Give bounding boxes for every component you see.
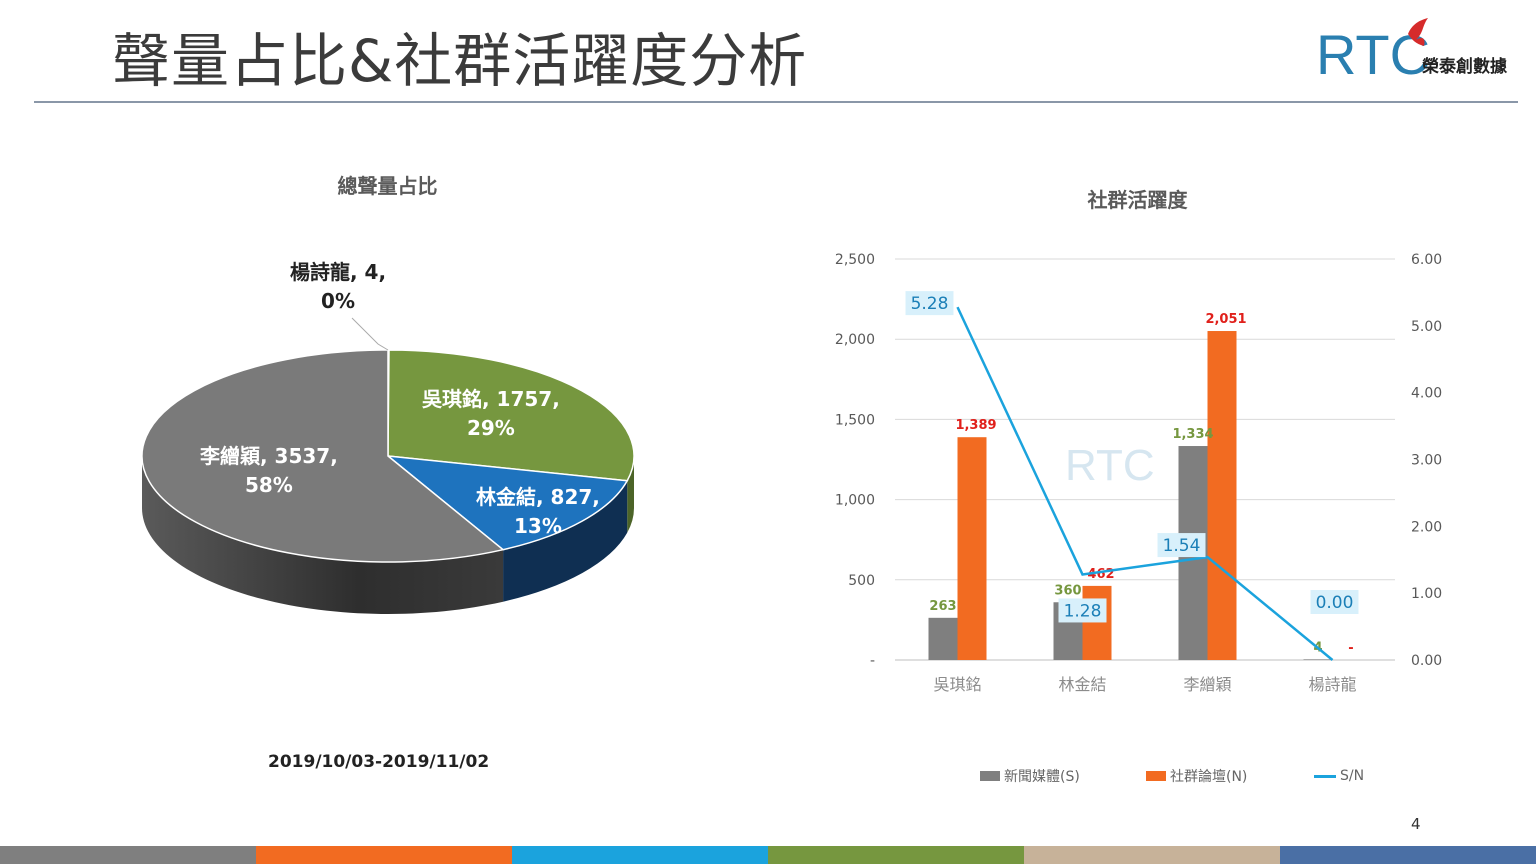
flame-icon <box>1408 18 1428 46</box>
x-tick-label: 林金結 <box>1058 675 1106 694</box>
pie-slice-李繒穎 <box>141 349 505 563</box>
pie-slice-林金結 <box>385 454 629 551</box>
bar-s-吳琪銘 <box>928 617 958 660</box>
page-number: 4 <box>1411 815 1421 833</box>
pie-label-lin: 林金結, 827, 13% <box>476 485 600 538</box>
x-tick-label: 李繒穎 <box>1183 675 1231 694</box>
y-right-tick: 3.00 <box>1411 453 1442 469</box>
pie-side-wall <box>627 456 634 533</box>
data-label-n: 2,051 <box>1205 312 1246 327</box>
y-right-tick: 0.00 <box>1411 653 1442 669</box>
legend-swatch-sn <box>1314 774 1336 778</box>
footer-segment <box>768 846 1024 864</box>
bar-n-李繒穎 <box>1207 331 1237 660</box>
sn-line <box>956 306 1334 661</box>
pie-side-wall <box>503 480 628 602</box>
y-left-tick: 1,500 <box>835 412 875 428</box>
legend-item-s: 新聞媒體(S) <box>980 766 1080 786</box>
data-label-n: - <box>1348 641 1353 656</box>
y-left-tick: 2,500 <box>835 252 875 268</box>
legend-item-sn: S/N <box>1314 766 1364 786</box>
legend-swatch-s <box>980 771 1000 781</box>
legend-label-sn: S/N <box>1340 768 1365 784</box>
footer-segment <box>1280 846 1536 864</box>
y-left-tick: - <box>870 653 875 669</box>
x-tick-label: 吳琪銘 <box>933 675 981 694</box>
legend-swatch-n <box>1146 771 1166 781</box>
bar-n-吳琪銘 <box>957 437 987 660</box>
x-tick-label: 楊詩龍 <box>1308 675 1356 694</box>
sn-label: 0.00 <box>1316 593 1354 613</box>
y-left-tick: 500 <box>848 573 875 589</box>
date-range: 2019/10/03-2019/11/02 <box>268 752 490 772</box>
logo-text: 榮泰創數據 <box>1422 57 1507 77</box>
y-right-tick: 4.00 <box>1411 386 1442 402</box>
footer-segment <box>0 846 256 864</box>
page-title: 聲量占比&社群活躍度分析 <box>112 27 808 95</box>
pie-chart-title: 總聲量占比 <box>337 174 438 198</box>
pie-label-yang: 楊詩龍, 4, 0% <box>290 260 387 313</box>
legend-label-n: 社群論壇(N) <box>1170 769 1248 785</box>
y-right-tick: 6.00 <box>1411 252 1442 268</box>
y-right-tick: 5.00 <box>1411 319 1442 335</box>
sn-label: 5.28 <box>911 294 949 314</box>
watermark-logo: RTC <box>1065 441 1155 490</box>
bar-n-林金結 <box>1082 585 1112 660</box>
sn-label: 1.54 <box>1163 536 1201 556</box>
data-label-s: 360 <box>1054 583 1081 598</box>
data-label-s: 1,334 <box>1172 427 1213 442</box>
bar-chart-title: 社群活躍度 <box>1087 188 1188 212</box>
sn-label-box <box>1157 533 1206 558</box>
data-label-s: 263 <box>929 599 956 614</box>
y-left-tick: 1,000 <box>835 493 875 509</box>
footer-segment <box>1024 846 1280 864</box>
legend-item-n: 社群論壇(N) <box>1146 766 1247 786</box>
y-right-tick: 1.00 <box>1411 586 1442 602</box>
pie-chart <box>141 317 635 614</box>
pie-leader-line <box>351 317 389 351</box>
pie-label-li: 李繒穎, 3537, 58% <box>200 444 338 497</box>
pie-slice-吳琪銘 <box>387 349 635 482</box>
sn-label: 1.28 <box>1064 601 1102 621</box>
bar-s-楊詩龍 <box>1303 659 1333 660</box>
rtc-flame-logo-icon: RTC <box>1316 18 1430 80</box>
sn-label-box <box>1310 590 1359 614</box>
legend-label-s: 新聞媒體(S) <box>1004 769 1080 785</box>
data-label-n: 1,389 <box>955 418 996 433</box>
pie-side-wall <box>142 456 504 614</box>
footer-segment <box>512 846 768 864</box>
bar-chart: 2,500 2,000 1,500 1,000 500 - 6.00 5.00 4.00 3.00… <box>835 252 1442 694</box>
y-right-tick: 2.00 <box>1411 519 1442 535</box>
sn-label-box <box>905 291 954 316</box>
title-divider <box>34 101 1518 103</box>
pie-label-wu: 吳琪銘, 1757, 29% <box>422 387 560 440</box>
footer-color-bar <box>0 846 1536 864</box>
sn-label-box <box>1058 598 1107 623</box>
footer-segment <box>256 846 512 864</box>
y-left-tick: 2,000 <box>835 332 875 348</box>
